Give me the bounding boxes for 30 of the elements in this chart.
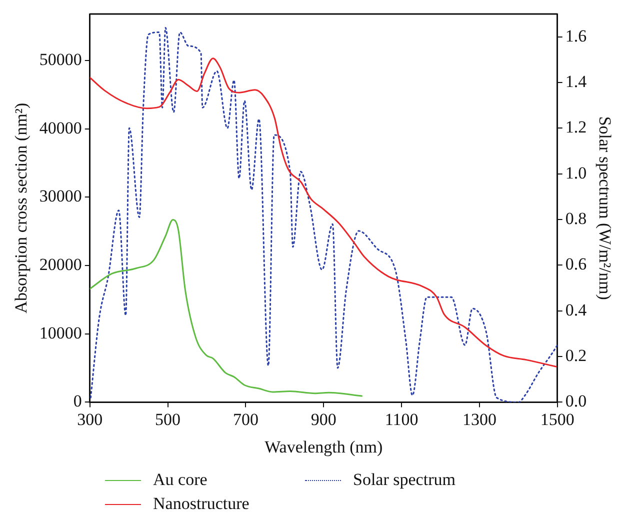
x-tick-label: 900 bbox=[310, 410, 336, 429]
y2-tick-label: 0.2 bbox=[565, 346, 587, 365]
y2-tick-label: 0.4 bbox=[565, 300, 588, 320]
y-tick-label: 30000 bbox=[39, 186, 82, 206]
x-tick-label: 500 bbox=[155, 410, 181, 429]
y-tick-label: 50000 bbox=[39, 50, 82, 69]
y-axis-title: Absorption cross section (nm²) bbox=[12, 102, 31, 314]
y2-tick-label: 1.2 bbox=[565, 118, 587, 137]
y-tick-label: 10000 bbox=[39, 323, 82, 342]
y-tick-label: 0 bbox=[73, 392, 82, 411]
y2-tick-label: 0.0 bbox=[565, 392, 587, 411]
y2-tick-label: 1.0 bbox=[565, 163, 587, 182]
line-series bbox=[90, 218, 363, 397]
x-tick-label: 1100 bbox=[384, 410, 418, 429]
y2-tick-label: 1.4 bbox=[565, 72, 588, 91]
line-series bbox=[90, 58, 557, 368]
x-axis-title: Wavelength (nm) bbox=[264, 437, 383, 456]
y-tick-label: 40000 bbox=[39, 118, 82, 138]
legend-label: Nanostructure bbox=[153, 494, 250, 514]
x-tick-label: 1500 bbox=[540, 410, 574, 429]
y2-tick-label: 0.6 bbox=[565, 254, 587, 274]
y2-tick-label: 0.8 bbox=[565, 208, 587, 228]
legend-label: Au core bbox=[153, 470, 208, 490]
x-tick-label: 700 bbox=[232, 410, 258, 429]
legend-label: Solar spectrum bbox=[353, 470, 456, 490]
x-tick-label: 1300 bbox=[462, 410, 496, 429]
y-tick-label: 20000 bbox=[39, 254, 82, 274]
y2-axis-title: Solar spectrum (W/m²/nm) bbox=[595, 116, 614, 300]
y2-tick-label: 1.6 bbox=[565, 26, 587, 46]
x-tick-label: 300 bbox=[77, 410, 103, 429]
